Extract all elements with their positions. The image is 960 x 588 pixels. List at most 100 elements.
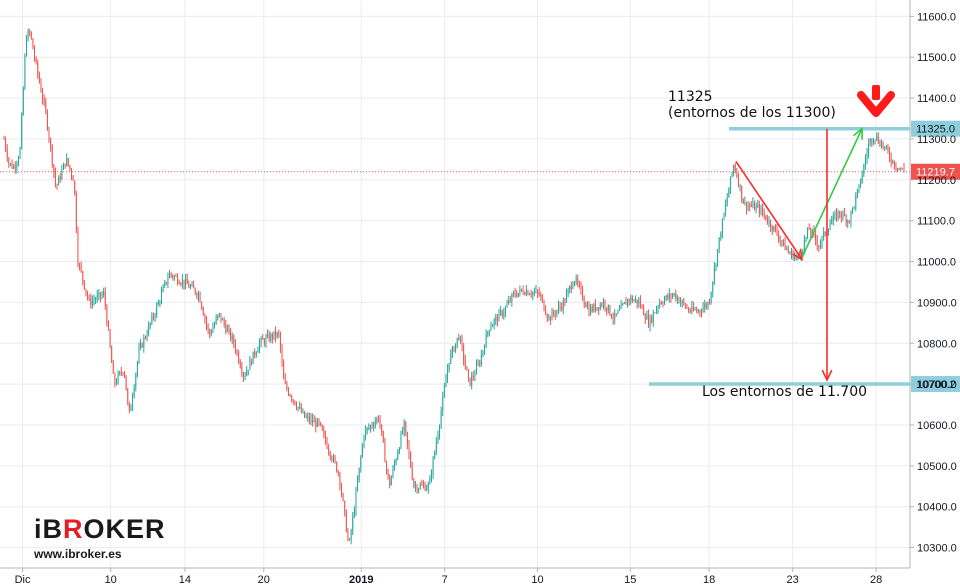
candle-body: [691, 306, 693, 312]
candle-body: [75, 193, 77, 231]
candle-body: [617, 310, 619, 314]
candle-body: [762, 207, 764, 213]
candle-body: [366, 427, 368, 430]
candle-body: [300, 406, 302, 413]
candle-body: [551, 311, 553, 321]
candle-body: [459, 337, 461, 340]
candle-body: [135, 373, 137, 388]
candle-body: [656, 308, 657, 313]
candle-body: [440, 411, 442, 426]
candle-body: [371, 425, 373, 427]
candle-body: [797, 254, 799, 256]
candle-body: [201, 302, 203, 309]
candle-body: [241, 367, 243, 374]
candle-body: [429, 477, 431, 485]
candle-body: [333, 456, 334, 460]
candle-body: [553, 311, 555, 314]
candle-body: [733, 165, 735, 173]
candle-body: [586, 306, 588, 308]
candle-body: [58, 176, 60, 186]
y-tick-label: 10400.0: [917, 502, 957, 514]
candle-body: [768, 220, 770, 223]
candle-body: [815, 233, 817, 241]
y-tick-label: 10700.0: [917, 379, 957, 391]
candle-body: [132, 396, 134, 407]
candle-body: [721, 219, 723, 236]
candle-body: [628, 299, 630, 301]
candle-body: [101, 294, 103, 297]
last-price-label: 11219.7: [916, 167, 955, 179]
candle-body: [353, 510, 355, 517]
candle-body: [37, 61, 39, 75]
candle-body: [506, 304, 508, 308]
candle-body: [191, 284, 193, 287]
candle-body: [686, 307, 688, 309]
candle-body: [607, 305, 609, 311]
candle-body: [496, 316, 498, 322]
candle-body: [204, 315, 206, 320]
candle-body: [402, 431, 404, 434]
candle-body: [794, 255, 796, 260]
candle-body: [56, 184, 58, 186]
candle-body: [252, 351, 254, 364]
candle-body: [482, 350, 484, 355]
candle-body: [828, 229, 829, 233]
candle-body: [296, 404, 297, 409]
candle-body: [53, 164, 55, 173]
candle-body: [243, 373, 244, 377]
candle-body: [479, 363, 481, 365]
candle-body: [218, 313, 220, 316]
candle-body: [861, 174, 863, 183]
candle-body: [665, 295, 667, 300]
candle-body: [667, 295, 669, 299]
candle-body: [265, 337, 267, 344]
candle-body: [660, 302, 662, 304]
candle-body: [360, 456, 362, 468]
candle-body: [789, 252, 791, 255]
candle-body: [16, 163, 18, 169]
candle-body: [384, 442, 386, 463]
candle-body: [392, 467, 394, 477]
candle-body: [249, 359, 251, 370]
candle-body: [495, 316, 497, 320]
candle-body: [480, 354, 482, 365]
candle-body: [898, 168, 900, 170]
candle-body: [543, 300, 545, 311]
candle-body: [458, 337, 460, 340]
candle-body: [304, 411, 305, 418]
candle-body: [120, 371, 122, 373]
candle-body: [5, 139, 7, 150]
candle-body: [668, 293, 670, 299]
candle-body: [233, 336, 235, 344]
candle-body: [519, 288, 521, 293]
candle-body: [514, 292, 516, 295]
candle-body: [9, 163, 11, 165]
candle-body: [765, 215, 767, 220]
candle-body: [164, 281, 166, 287]
candle-body: [386, 462, 387, 470]
candle-body: [178, 282, 180, 284]
candle-body: [567, 289, 569, 294]
candle-body: [749, 205, 751, 207]
candle-body: [40, 82, 42, 93]
candle-body: [98, 292, 100, 296]
candle-body: [365, 429, 367, 437]
candle-body: [411, 466, 413, 479]
candle-body: [445, 379, 447, 388]
candle-body: [771, 227, 773, 231]
candle-body: [173, 276, 175, 278]
candle-body: [601, 304, 603, 306]
candle-body: [676, 297, 678, 300]
candle-body: [631, 297, 633, 302]
candle-body: [185, 278, 187, 285]
candle-body: [684, 303, 686, 308]
candle-body: [324, 433, 326, 441]
candle-body: [246, 371, 248, 376]
candle-body: [222, 319, 224, 321]
candle-body: [239, 362, 241, 368]
candle-body: [122, 372, 124, 374]
candle-body: [490, 327, 492, 331]
candle-body: [803, 240, 805, 251]
candle-body: [783, 240, 784, 242]
